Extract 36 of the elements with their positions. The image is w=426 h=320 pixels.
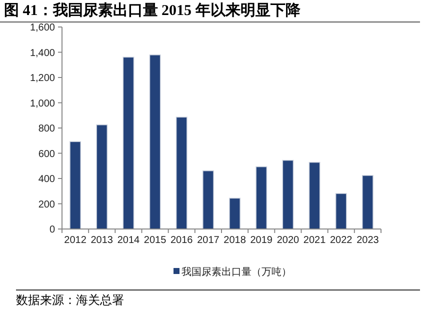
x-tick-label: 2015 <box>144 235 167 246</box>
y-tick-label: 800 <box>38 124 56 134</box>
x-tick-label: 2021 <box>303 235 326 246</box>
bar <box>335 193 347 230</box>
bar <box>122 56 134 230</box>
x-tick-label: 2014 <box>117 235 140 246</box>
y-tick-label: 600 <box>38 148 56 160</box>
source-note: 数据来源：海关总署 <box>16 293 124 307</box>
y-tick-label: 1,000 <box>30 98 56 110</box>
y-tick-label: 200 <box>38 199 56 210</box>
x-tick-label: 2020 <box>276 235 300 246</box>
y-tick-label: 0 <box>49 224 56 236</box>
x-tick-label: 2018 <box>224 235 246 246</box>
y-tick-label: 1,200 <box>30 73 56 84</box>
bar <box>149 54 161 230</box>
bar <box>229 198 241 230</box>
x-tick-label: 2022 <box>330 235 353 246</box>
bar <box>362 175 374 230</box>
bar <box>176 116 188 230</box>
x-tick-label: 2016 <box>170 235 194 246</box>
bar <box>256 166 268 230</box>
chart-title: 图 41：我国尿素出口量 2015 年以来明显下降 <box>4 2 302 19</box>
y-tick-label: 1,400 <box>30 48 56 59</box>
x-tick-label: 2017 <box>197 235 220 246</box>
legend-label: 我国尿素出口量（万吨） <box>182 266 292 278</box>
y-tick-label: 400 <box>38 174 56 185</box>
x-tick-label: 2019 <box>250 235 273 246</box>
bar <box>96 124 108 230</box>
bar <box>308 162 320 230</box>
x-tick-label: 2012 <box>64 235 87 246</box>
bar <box>202 170 214 230</box>
x-tick-label: 2023 <box>356 235 380 246</box>
x-tick-label: 2013 <box>90 235 114 246</box>
bar <box>70 141 82 230</box>
y-tick-label: 1,600 <box>30 22 56 34</box>
bar <box>282 160 294 230</box>
